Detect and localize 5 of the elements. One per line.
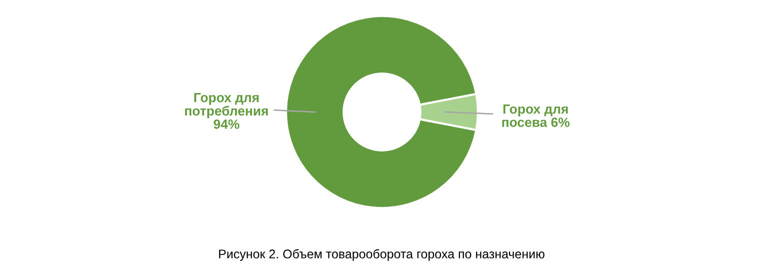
text: Рисунок 2. Объем товарооборота гороха по назначению bbox=[219, 249, 544, 261]
data-label: 94% bbox=[214, 120, 240, 129]
donut-slice bbox=[284, 14, 478, 210]
slice-label: Горох для посева 6% bbox=[502, 104, 570, 127]
slice-label: Горох для потребления bbox=[185, 93, 268, 118]
